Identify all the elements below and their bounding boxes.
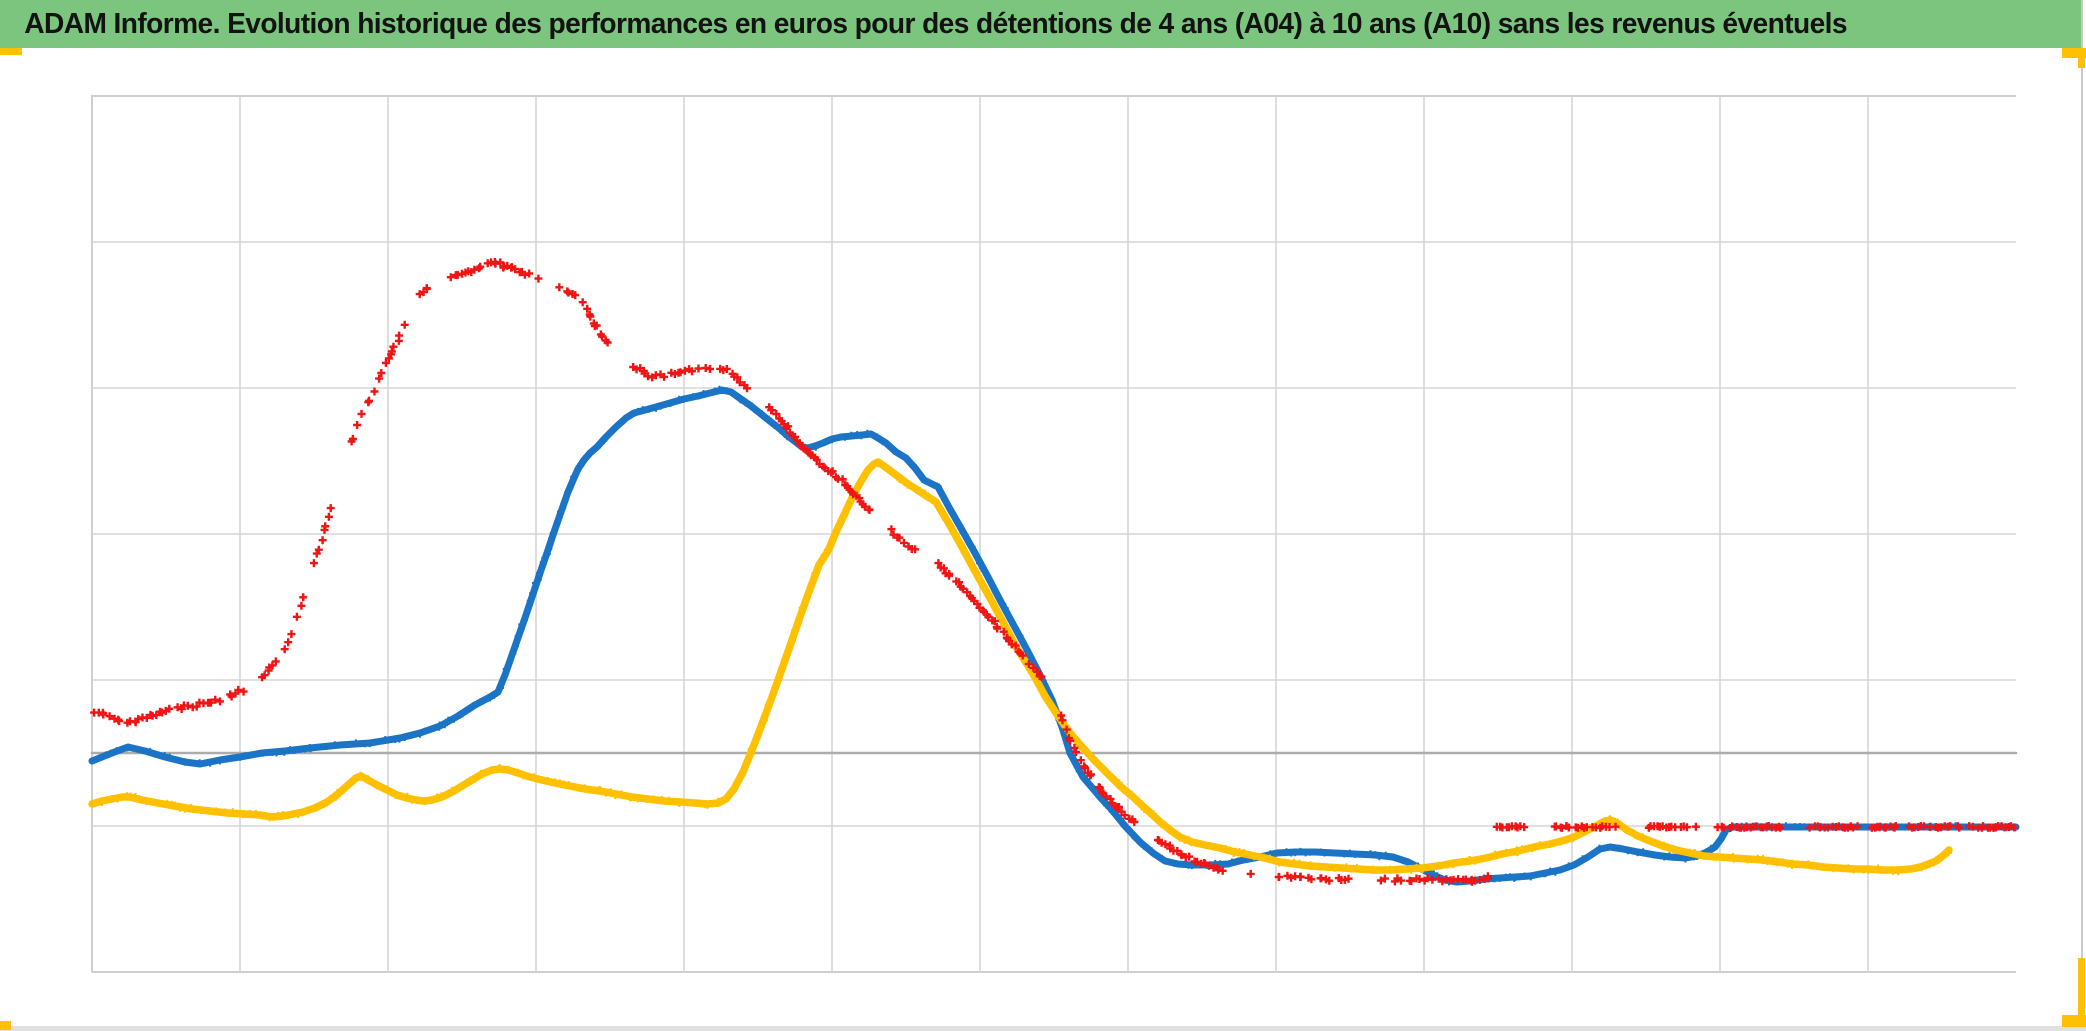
selection-handle-bottom-left: [0, 1021, 11, 1030]
window-right-border: [2081, 0, 2083, 1031]
selection-handle-top-left: [0, 48, 22, 55]
selection-handle-top-right-vertical: [2078, 48, 2085, 68]
selection-handle-bottom-right-foot: [2062, 1015, 2086, 1027]
series-gold: [88, 458, 1953, 876]
series-red: [90, 258, 1492, 886]
selection-handle-top-right-horizontal: [2062, 48, 2086, 58]
title-bar: ADAM Informe. Evolution historique des p…: [0, 0, 2082, 48]
window-bottom-strip: [0, 1026, 2086, 1031]
chart-title: ADAM Informe. Evolution historique des p…: [24, 7, 1847, 40]
selection-handle-bottom-right-vertical: [2078, 958, 2085, 1027]
plot-gridlines: [92, 96, 2016, 972]
series-blue: [88, 385, 2020, 886]
plot-border: [91, 95, 2016, 973]
series-red-flat-right: [1492, 822, 2019, 832]
